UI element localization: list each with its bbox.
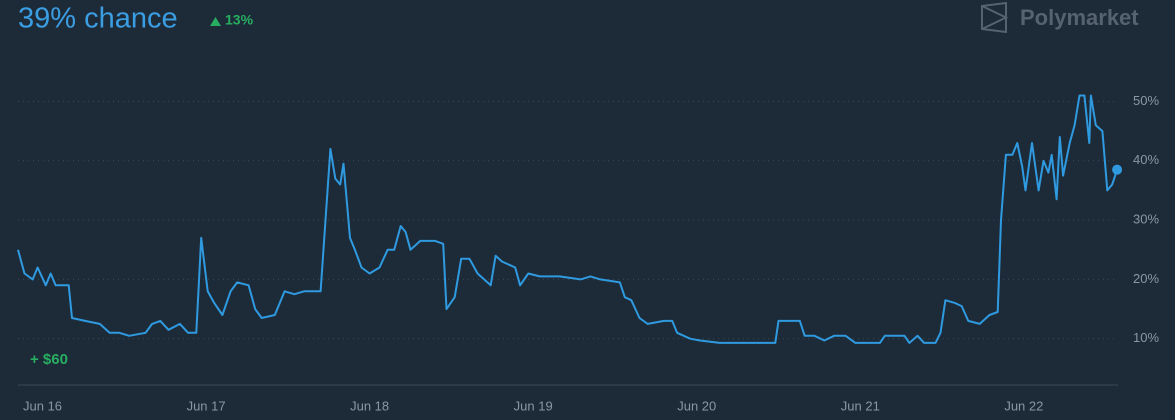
y-tick-label: 20% [1133,271,1159,286]
x-tick-label: Jun 21 [841,398,880,413]
price-line [17,94,1119,344]
annotation: + $60 [30,351,68,368]
x-tick-label: Jun 17 [187,398,226,413]
y-tick-label: 50% [1133,93,1159,108]
x-tick-label: Jun 16 [23,398,62,413]
current-point [1112,164,1123,175]
y-tick-label: 40% [1133,152,1159,167]
chart-title: 39% chance [18,3,178,35]
brand-logo [981,1,1009,34]
x-tick-label: Jun 20 [677,398,716,413]
y-tick-label: 10% [1133,330,1159,345]
y-tick-label: 30% [1133,212,1159,227]
x-tick-label: Jun 19 [514,398,553,413]
up-arrow [210,17,221,26]
x-tick-label: Jun 18 [350,398,389,413]
x-tick-label: Jun 22 [1004,398,1043,413]
brand: Polymarket [1020,5,1139,30]
change: 13% [225,12,254,28]
